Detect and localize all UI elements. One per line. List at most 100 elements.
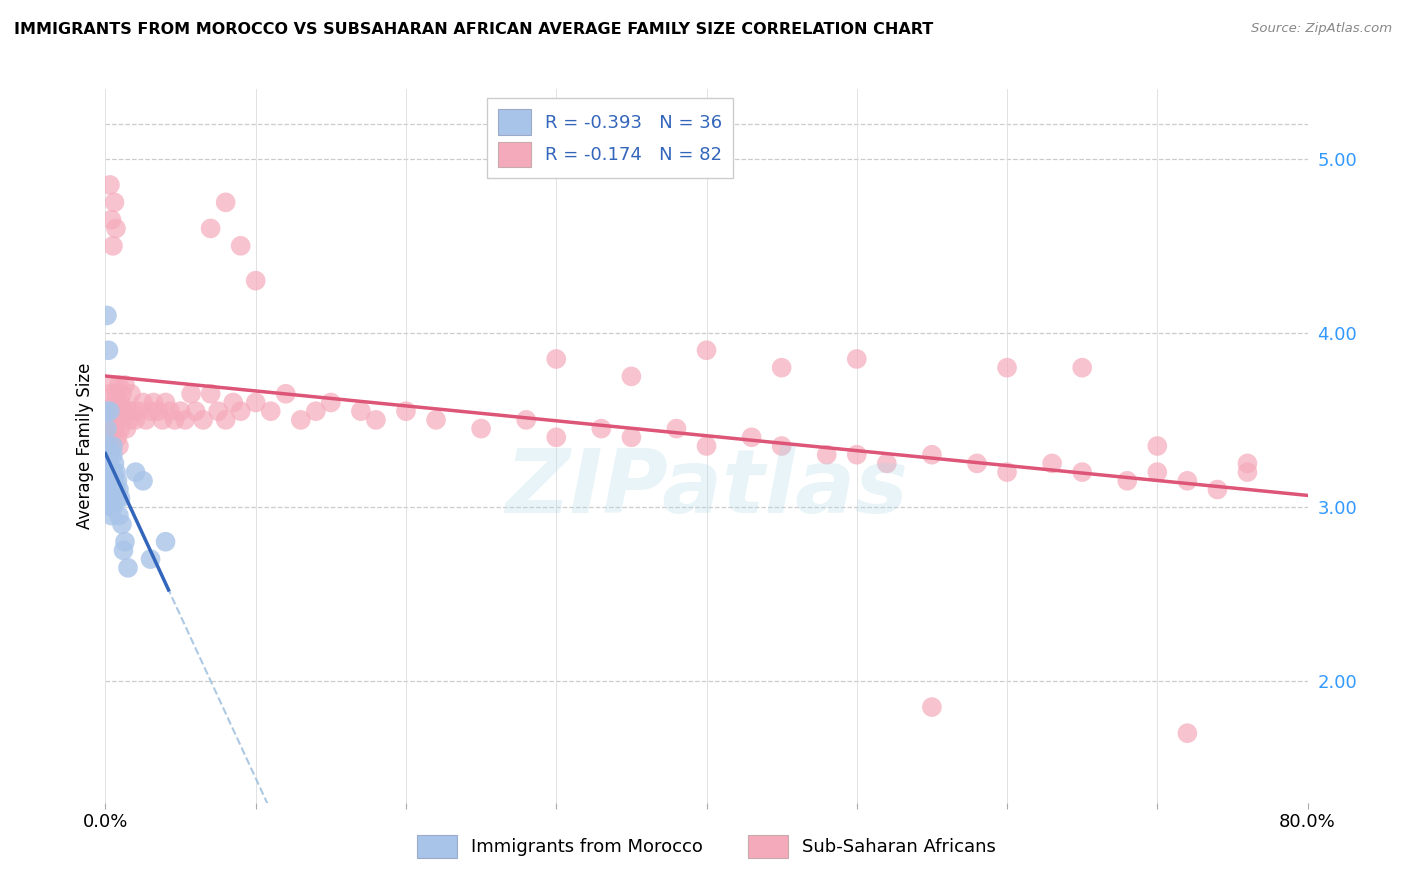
Point	[132, 395, 155, 409]
Point	[995, 465, 1018, 479]
Point	[108, 483, 131, 497]
Point	[214, 195, 236, 210]
Point	[103, 491, 125, 506]
Point	[1146, 439, 1168, 453]
Point	[174, 413, 197, 427]
Point	[101, 439, 124, 453]
Point	[108, 439, 131, 453]
Point	[620, 430, 643, 444]
Point	[104, 221, 127, 235]
Point	[96, 309, 118, 323]
Point	[107, 491, 129, 506]
Point	[1071, 360, 1094, 375]
Point	[1175, 726, 1198, 740]
Point	[200, 221, 222, 235]
Point	[103, 474, 125, 488]
Point	[101, 378, 124, 392]
Point	[665, 421, 688, 435]
Point	[101, 439, 124, 453]
Point	[169, 404, 191, 418]
Point	[815, 448, 838, 462]
Point	[620, 369, 643, 384]
Point	[98, 386, 121, 401]
Point	[155, 395, 177, 409]
Point	[214, 413, 236, 427]
Point	[108, 378, 131, 392]
Point	[104, 483, 127, 497]
Point	[103, 395, 125, 409]
Point	[207, 404, 229, 418]
Point	[112, 543, 135, 558]
Point	[395, 404, 418, 418]
Legend: Immigrants from Morocco, Sub-Saharan Africans: Immigrants from Morocco, Sub-Saharan Afr…	[409, 828, 1004, 865]
Text: Source: ZipAtlas.com: Source: ZipAtlas.com	[1251, 22, 1392, 36]
Point	[921, 700, 943, 714]
Point	[163, 413, 186, 427]
Point	[110, 421, 132, 435]
Point	[1116, 474, 1139, 488]
Point	[260, 404, 283, 418]
Point	[103, 421, 125, 435]
Point	[110, 395, 132, 409]
Point	[120, 386, 142, 401]
Point	[319, 395, 342, 409]
Point	[245, 274, 267, 288]
Point	[1040, 457, 1063, 471]
Point	[98, 404, 121, 418]
Point	[103, 195, 125, 210]
Point	[696, 343, 718, 358]
Point	[107, 404, 129, 418]
Point	[155, 534, 177, 549]
Point	[100, 508, 122, 523]
Text: IMMIGRANTS FROM MOROCCO VS SUBSAHARAN AFRICAN AVERAGE FAMILY SIZE CORRELATION CH: IMMIGRANTS FROM MOROCCO VS SUBSAHARAN AF…	[14, 22, 934, 37]
Point	[96, 404, 118, 418]
Point	[114, 534, 136, 549]
Point	[200, 386, 222, 401]
Point	[103, 457, 125, 471]
Point	[104, 386, 127, 401]
Y-axis label: Average Family Size: Average Family Size	[76, 363, 94, 529]
Point	[98, 178, 121, 192]
Point	[100, 483, 122, 497]
Point	[770, 360, 793, 375]
Point	[111, 386, 134, 401]
Point	[124, 465, 146, 479]
Point	[290, 413, 312, 427]
Point	[101, 448, 124, 462]
Point	[995, 360, 1018, 375]
Point	[1236, 465, 1258, 479]
Point	[97, 439, 120, 453]
Point	[139, 552, 162, 566]
Point	[966, 457, 988, 471]
Point	[741, 430, 763, 444]
Point	[101, 483, 124, 497]
Point	[146, 404, 169, 418]
Point	[114, 378, 136, 392]
Point	[111, 517, 134, 532]
Text: ZIPatlas: ZIPatlas	[505, 445, 908, 533]
Point	[100, 500, 122, 514]
Point	[112, 404, 135, 418]
Point	[121, 404, 143, 418]
Point	[350, 404, 373, 418]
Point	[546, 351, 568, 366]
Point	[98, 448, 121, 462]
Point	[921, 448, 943, 462]
Point	[191, 413, 214, 427]
Point	[124, 413, 146, 427]
Point	[152, 413, 174, 427]
Point	[101, 465, 124, 479]
Point	[515, 413, 537, 427]
Point	[184, 404, 207, 418]
Point	[101, 239, 124, 253]
Point	[98, 483, 121, 497]
Point	[108, 508, 131, 523]
Point	[118, 413, 141, 427]
Point	[107, 430, 129, 444]
Point	[110, 491, 132, 506]
Point	[107, 474, 129, 488]
Point	[591, 421, 613, 435]
Point	[96, 421, 118, 435]
Point	[845, 448, 868, 462]
Point	[229, 239, 252, 253]
